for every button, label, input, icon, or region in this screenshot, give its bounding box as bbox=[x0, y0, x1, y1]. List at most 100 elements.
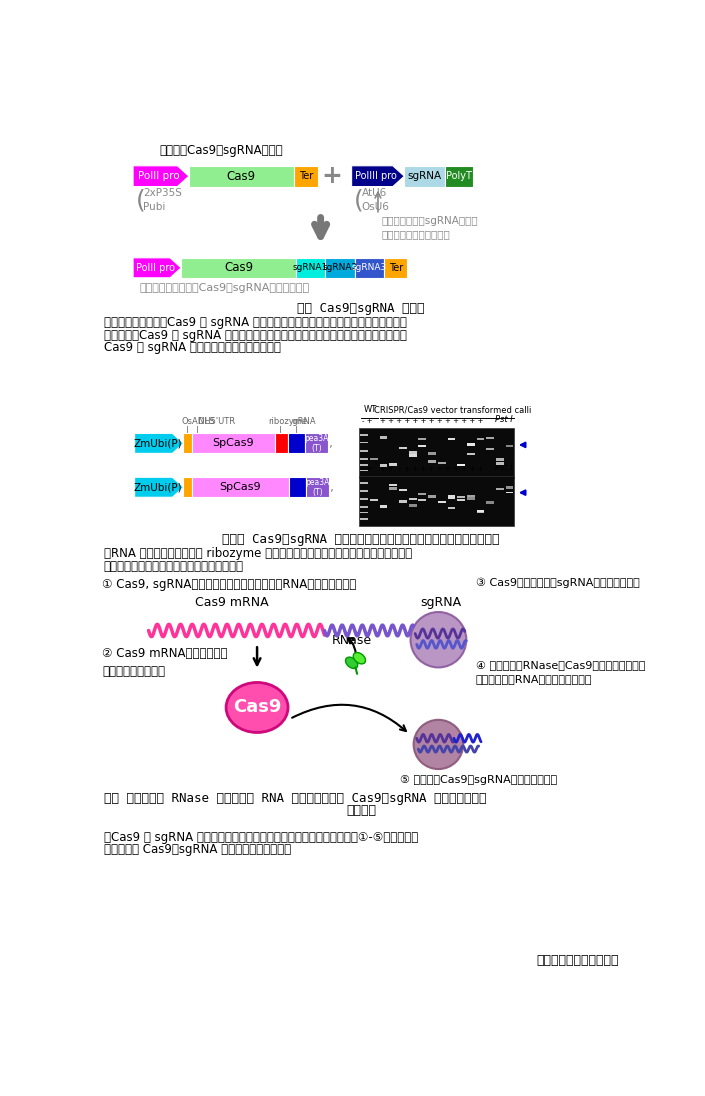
Text: NLS: NLS bbox=[192, 418, 214, 426]
Text: ribozyme: ribozyme bbox=[268, 418, 307, 426]
Text: sgRNA: sgRNA bbox=[420, 596, 461, 609]
Bar bbox=[360, 464, 368, 466]
Bar bbox=[360, 434, 368, 436]
Text: 図２ Cas9、sgRNA 一体型発現コンストラクトによるイネゲノム編集: 図２ Cas9、sgRNA 一体型発現コンストラクトによるイネゲノム編集 bbox=[222, 534, 500, 547]
Text: ,: , bbox=[330, 481, 334, 494]
Bar bbox=[448, 438, 455, 441]
Text: (: ( bbox=[354, 189, 364, 213]
Bar bbox=[275, 433, 288, 454]
Bar bbox=[419, 499, 427, 501]
Bar bbox=[486, 502, 494, 504]
Bar bbox=[370, 458, 378, 460]
Text: ⑤ 機能的なCas9、sgRNA複合体となる。: ⑤ 機能的なCas9、sgRNA複合体となる。 bbox=[400, 775, 557, 785]
Text: sgRNA1: sgRNA1 bbox=[293, 263, 328, 272]
Bar bbox=[409, 454, 417, 457]
Bar bbox=[467, 443, 474, 446]
Bar bbox=[289, 477, 306, 498]
Text: RNA 自己切断配列である ribozyme あり／なしの、いずれの場合においても、一体: RNA 自己切断配列である ribozyme あり／なしの、いずれの場合において… bbox=[104, 547, 412, 560]
Text: ① Cas9, sgRNAをコードするひとつながりのRNAが転写される。: ① Cas9, sgRNAをコードするひとつながりのRNAが転写される。 bbox=[102, 578, 356, 591]
Circle shape bbox=[414, 720, 463, 769]
Bar bbox=[428, 495, 436, 498]
Bar bbox=[477, 438, 484, 441]
Bar bbox=[288, 433, 305, 454]
Bar bbox=[405, 165, 445, 186]
Text: Ter: Ter bbox=[388, 263, 403, 273]
Text: AtU6
OsU6: AtU6 OsU6 bbox=[362, 189, 390, 212]
Text: - +: - + bbox=[362, 466, 372, 472]
Text: Pst I: Pst I bbox=[495, 415, 513, 424]
Bar bbox=[428, 460, 436, 464]
Bar bbox=[360, 458, 368, 460]
Text: 2xP35S
Pubi: 2xP35S Pubi bbox=[143, 189, 182, 212]
Bar bbox=[325, 258, 355, 277]
Text: sgRNA: sgRNA bbox=[407, 171, 441, 181]
Bar bbox=[467, 494, 474, 498]
Bar bbox=[486, 436, 494, 439]
Bar bbox=[189, 165, 293, 186]
Text: Cas9: Cas9 bbox=[224, 261, 253, 274]
Bar bbox=[389, 484, 397, 487]
Bar bbox=[370, 499, 378, 501]
Bar bbox=[448, 506, 455, 510]
Text: PolII pro: PolII pro bbox=[136, 263, 175, 273]
Bar bbox=[360, 470, 368, 471]
Bar bbox=[448, 495, 455, 499]
Bar bbox=[409, 504, 417, 506]
Bar bbox=[496, 488, 503, 490]
Bar bbox=[419, 445, 427, 447]
Text: Cas9: Cas9 bbox=[233, 698, 281, 717]
Bar bbox=[360, 476, 515, 526]
Text: - +: - + bbox=[362, 418, 372, 424]
Bar bbox=[360, 512, 368, 513]
Polygon shape bbox=[133, 258, 181, 277]
Bar bbox=[183, 477, 192, 498]
Bar bbox=[438, 463, 446, 464]
Text: SpCas9: SpCas9 bbox=[213, 438, 255, 448]
Bar bbox=[360, 505, 368, 507]
Bar bbox=[419, 438, 427, 439]
Polygon shape bbox=[135, 433, 183, 454]
Text: 図１ Cas9、sgRNA 発現系: 図１ Cas9、sgRNA 発現系 bbox=[298, 302, 424, 316]
Bar bbox=[467, 496, 474, 500]
Bar bbox=[419, 493, 427, 495]
Text: pea3A
(T): pea3A (T) bbox=[305, 434, 329, 453]
Bar bbox=[192, 433, 275, 454]
Text: + + + + + + + + + + + + +: + + + + + + + + + + + + + bbox=[379, 418, 483, 424]
Bar bbox=[380, 435, 388, 438]
Text: OsADH5'UTR: OsADH5'UTR bbox=[181, 418, 235, 426]
Text: ③ Cas9タンパク質がsgRNA配列に結合する: ③ Cas9タンパク質がsgRNA配列に結合する bbox=[476, 578, 639, 589]
Bar bbox=[399, 447, 407, 449]
Bar bbox=[360, 482, 368, 483]
Polygon shape bbox=[352, 165, 405, 186]
Bar bbox=[360, 490, 368, 492]
Bar bbox=[428, 452, 436, 455]
Text: 図３ 植物内在性 RNase に依存した RNA 切断と機能的な Cas9、sgRNA 複合体の生成メ: 図３ 植物内在性 RNase に依存した RNA 切断と機能的な Cas9、sg… bbox=[104, 792, 486, 806]
Bar bbox=[399, 500, 407, 503]
Text: PolII pro: PolII pro bbox=[138, 171, 180, 181]
Bar bbox=[496, 461, 503, 465]
Text: SpCas9: SpCas9 bbox=[219, 482, 262, 492]
Circle shape bbox=[410, 612, 466, 667]
Bar bbox=[505, 445, 513, 447]
Bar bbox=[360, 517, 368, 520]
Bar bbox=[458, 496, 465, 498]
Bar bbox=[409, 499, 417, 500]
Polygon shape bbox=[135, 477, 183, 498]
Text: PolIII pro: PolIII pro bbox=[355, 171, 397, 181]
Bar bbox=[477, 510, 484, 513]
Text: CRISPR/Cas9 vector transformed calli: CRISPR/Cas9 vector transformed calli bbox=[374, 406, 531, 414]
Text: ④ 植物内在性RNaseがCas9タンパク質に保護
されていないRNA部分を切断する。: ④ 植物内在性RNaseがCas9タンパク質に保護 されていないRNA部分を切断… bbox=[476, 660, 645, 684]
Bar bbox=[305, 433, 329, 454]
Text: sgRNA3: sgRNA3 bbox=[352, 263, 387, 272]
Bar bbox=[399, 489, 407, 491]
Bar bbox=[384, 258, 407, 277]
Bar bbox=[360, 442, 368, 443]
Bar bbox=[486, 448, 494, 450]
Bar bbox=[355, 258, 384, 277]
Ellipse shape bbox=[345, 658, 357, 669]
Bar bbox=[496, 458, 503, 461]
Bar bbox=[181, 258, 296, 277]
Bar bbox=[306, 477, 329, 498]
Bar bbox=[360, 450, 368, 452]
Text: 知見が少ない、sgRNAを複数
発現させる際に重複する: 知見が少ない、sgRNAを複数 発現させる際に重複する bbox=[382, 216, 479, 239]
